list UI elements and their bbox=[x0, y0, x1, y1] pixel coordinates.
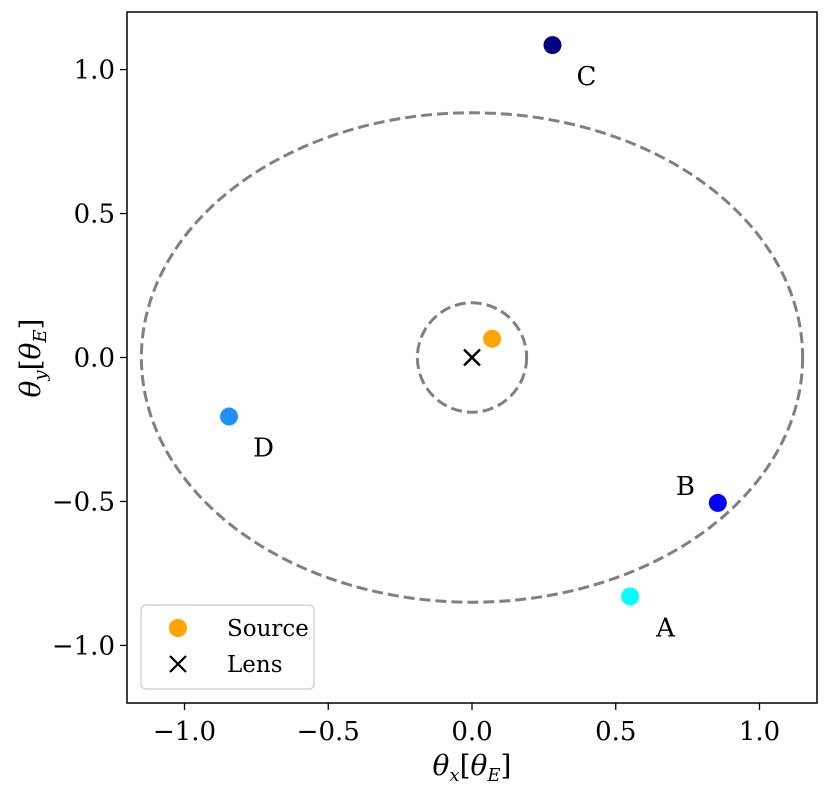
x-axis-label: θx[θE] bbox=[433, 749, 512, 786]
legend-source-marker bbox=[169, 619, 187, 637]
axis-ticks: −1.0 −0.5 0.0 0.5 1.0 −1.0 −0.5 0.0 0.5 1.0 bbox=[52, 56, 780, 747]
x-tick-label: −1.0 bbox=[153, 717, 216, 747]
y-tick-label: 0.5 bbox=[74, 200, 115, 230]
outer-critical-curve bbox=[139, 111, 805, 604]
image-label-b: B bbox=[676, 472, 695, 502]
legend-lens-label: Lens bbox=[227, 652, 283, 678]
legend-lens-marker bbox=[169, 655, 187, 673]
lens-marker bbox=[463, 348, 481, 367]
lens-marker-stroke bbox=[463, 348, 481, 367]
image-point-d bbox=[220, 407, 239, 426]
x-tick-label: 0.5 bbox=[595, 717, 636, 747]
critical-curves bbox=[139, 111, 805, 604]
image-point-b bbox=[708, 493, 727, 512]
y-tick-label: 0.0 bbox=[74, 344, 115, 374]
legend: Source Lens bbox=[140, 604, 315, 690]
image-label-c: C bbox=[577, 62, 597, 92]
image-point-a bbox=[621, 587, 640, 606]
x-tick-label: −0.5 bbox=[297, 717, 360, 747]
legend-source-label: Source bbox=[227, 616, 309, 642]
image-label-a: A bbox=[655, 613, 676, 643]
y-axis-label: θy[θE] bbox=[14, 319, 51, 398]
y-tick-label: −1.0 bbox=[52, 631, 115, 661]
data-points: A B C D bbox=[220, 36, 727, 643]
image-label-d: D bbox=[253, 434, 274, 464]
x-tick-label: 1.0 bbox=[739, 717, 780, 747]
x-tick-label: 0.0 bbox=[451, 717, 492, 747]
image-point-c bbox=[543, 36, 562, 55]
y-tick-label: 1.0 bbox=[74, 56, 115, 86]
y-tick-label: −0.5 bbox=[52, 487, 115, 517]
source-point bbox=[483, 329, 502, 348]
plot-frame bbox=[126, 11, 818, 704]
inner-critical-curve bbox=[415, 301, 529, 414]
